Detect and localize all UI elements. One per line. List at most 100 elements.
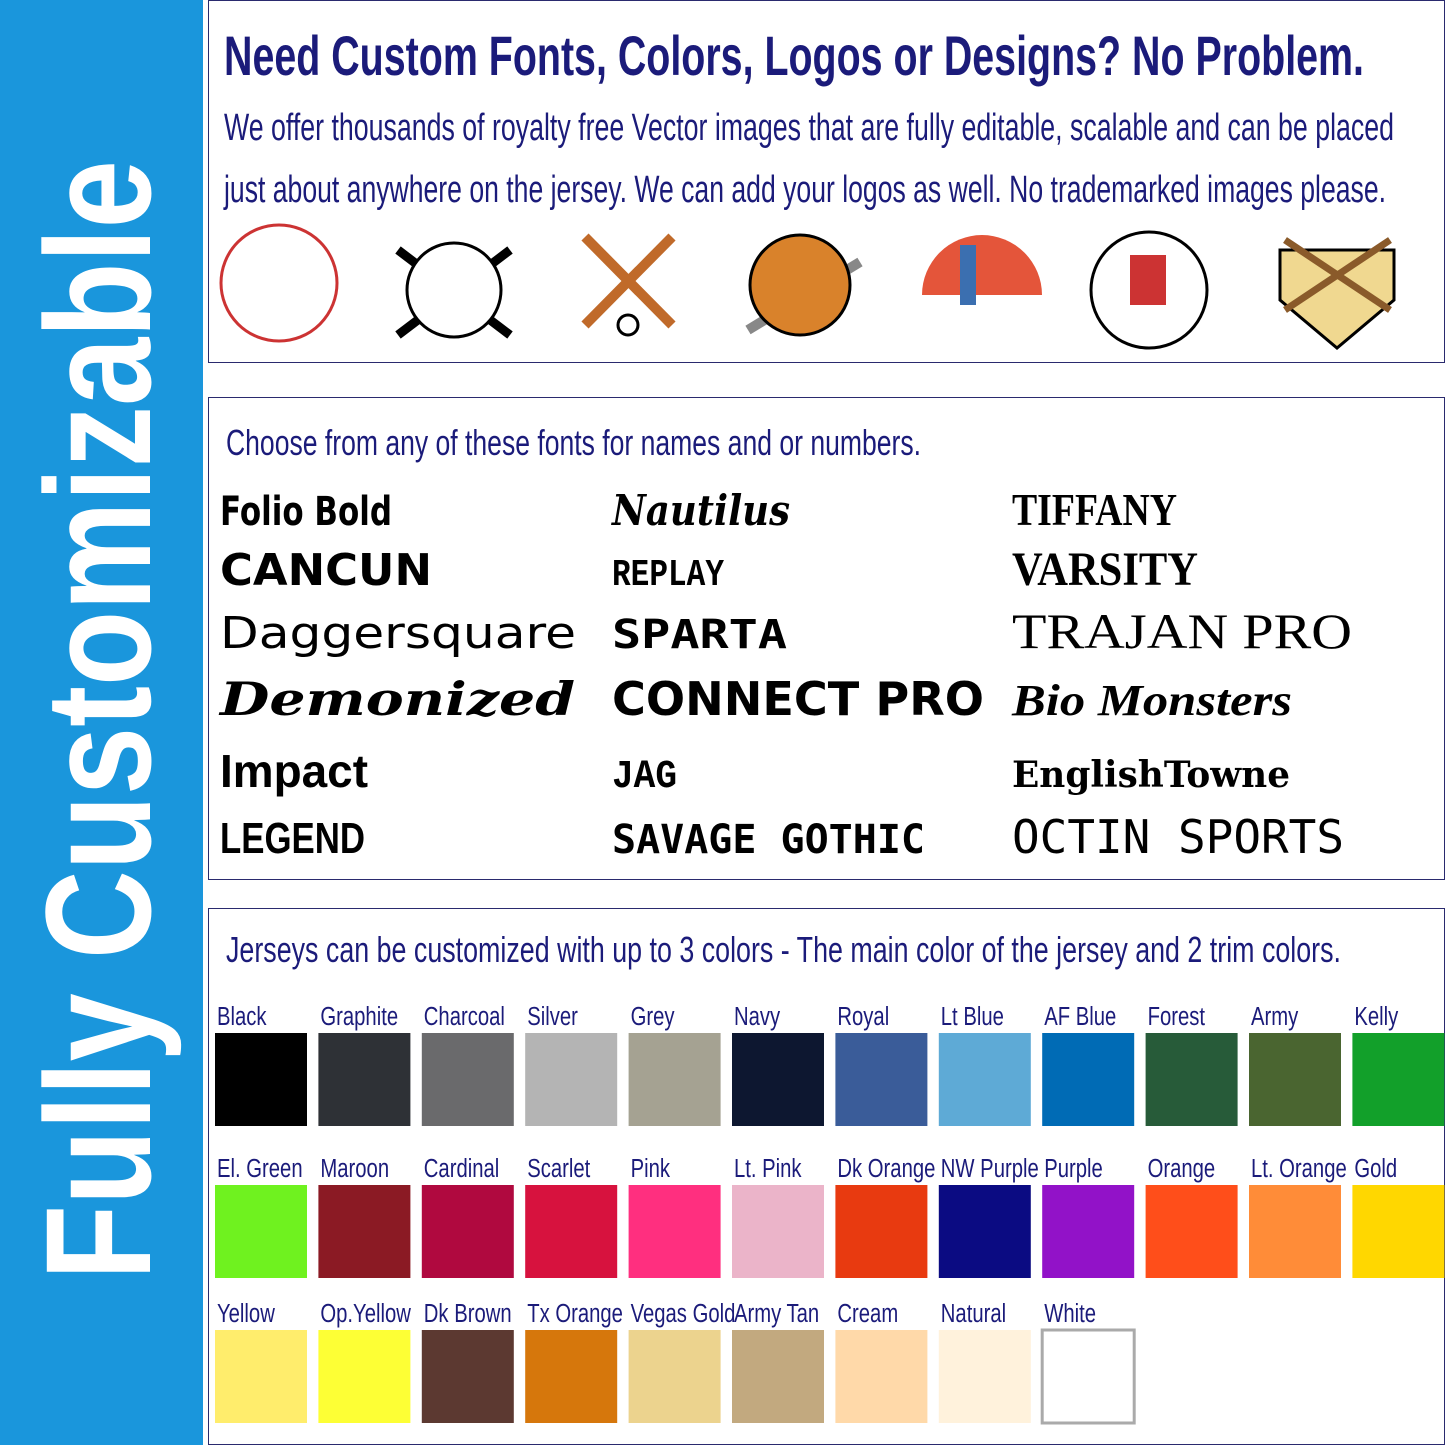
color-swatch (215, 1033, 307, 1126)
font-sample: LEGEND (220, 814, 365, 863)
color-name: Maroon (320, 1154, 389, 1183)
color-swatch (938, 1330, 1031, 1423)
font-sample: Daggersquare (220, 608, 576, 659)
color-swatch (1352, 1185, 1445, 1278)
color-name: Natural (941, 1299, 1006, 1328)
icon-bat (1283, 237, 1392, 313)
color-swatch (215, 1330, 307, 1423)
font-sample: Nautilus (610, 486, 790, 535)
color-name: Kelly (1354, 1002, 1398, 1031)
color-name: Dk Brown (424, 1299, 512, 1328)
color-swatch (525, 1033, 618, 1126)
color-name: Gold (1354, 1154, 1397, 1183)
font-sample: TIFFANY (1012, 484, 1177, 535)
color-name: White (1044, 1299, 1096, 1328)
color-name: Royal (837, 1002, 889, 1031)
font-sample: TRAJAN PRO (1012, 603, 1352, 659)
fonts-heading: Choose from any of these fonts for names… (226, 422, 921, 463)
color-name: Pink (631, 1154, 671, 1183)
font-sample: Bio Monsters (1011, 676, 1292, 725)
color-swatch (1042, 1033, 1135, 1126)
color-name: Lt. Pink (734, 1154, 802, 1183)
icon-baseball (219, 223, 339, 343)
color-swatch (835, 1185, 928, 1278)
color-swatch (732, 1185, 824, 1278)
color-name: Silver (527, 1002, 578, 1031)
icons (219, 223, 1396, 350)
color-swatch (215, 1185, 307, 1278)
colors-heading: Jerseys can be customized with up to 3 c… (226, 929, 1341, 970)
sidebar (0, 0, 203, 1445)
color-name: Navy (734, 1002, 780, 1031)
icon-baseball (405, 241, 503, 339)
icon-pitcher (1130, 255, 1166, 305)
color-name: El. Green (217, 1154, 303, 1183)
graphics-title: Need Custom Fonts, Colors, Logos or Desi… (224, 24, 1364, 87)
color-swatch (835, 1330, 928, 1423)
color-swatch (732, 1330, 824, 1423)
color-name: Army Tan (734, 1299, 819, 1328)
color-name: Purple (1044, 1154, 1103, 1183)
font-sample: SAVAGE GOTHIC (612, 817, 925, 863)
color-swatch (318, 1033, 411, 1126)
color-name: NW Purple (941, 1154, 1039, 1183)
color-name: Graphite (320, 1002, 398, 1031)
font-sample: SPARTA (612, 612, 787, 658)
sidebar-title: Fully Customizable (14, 160, 182, 1280)
color-name: Vegas Gold (631, 1299, 736, 1328)
color-name: Forest (1148, 1002, 1206, 1031)
color-swatch (421, 1033, 514, 1126)
color-swatch (938, 1185, 1031, 1278)
font-sample: Demonized (218, 672, 575, 726)
color-name: Yellow (217, 1299, 275, 1328)
font-sample: REPLAY (612, 554, 724, 597)
color-name: Cream (837, 1299, 898, 1328)
font-sample: CONNECT PRO (612, 672, 984, 726)
font-sample: Folio Bold (220, 489, 392, 535)
color-name: Lt Blue (941, 1002, 1004, 1031)
description-line: just about anywhere on the jersey. We ca… (223, 169, 1386, 211)
panel (208, 397, 1445, 880)
color-name: Dk Orange (837, 1154, 935, 1183)
color-swatch (318, 1185, 411, 1278)
description-line: We offer thousands of royalty free Vecto… (224, 107, 1394, 149)
color-swatch (628, 1185, 721, 1278)
color-name: Scarlet (527, 1154, 591, 1183)
color-name: Army (1251, 1002, 1299, 1031)
color-swatch (732, 1033, 824, 1126)
icon-sunset (922, 235, 1042, 295)
color-swatch (525, 1185, 618, 1278)
color-name: Cardinal (424, 1154, 499, 1183)
font-sample: EnglishTowne (1012, 754, 1290, 796)
color-swatch (318, 1330, 411, 1423)
color-swatch (835, 1033, 928, 1126)
color-name: Grey (631, 1002, 675, 1031)
color-swatch (1249, 1185, 1341, 1278)
icon-glove (748, 233, 852, 337)
color-swatch (1145, 1033, 1238, 1126)
color-swatch (1040, 1328, 1136, 1425)
color-swatch (628, 1033, 721, 1126)
font-sample: Impact (220, 745, 368, 797)
color-swatch (421, 1330, 514, 1423)
font-sample: VARSITY (1012, 543, 1198, 596)
color-name: Charcoal (424, 1002, 505, 1031)
icon-batter (960, 245, 976, 305)
icon-bat (581, 233, 676, 329)
color-swatch (1042, 1185, 1135, 1278)
color-swatch (1249, 1033, 1341, 1126)
panel (208, 908, 1445, 1445)
color-swatch (938, 1033, 1031, 1126)
color-swatch (1145, 1185, 1238, 1278)
color-name: Lt. Orange (1251, 1154, 1347, 1183)
color-swatch (421, 1185, 514, 1278)
font-sample: OCTIN SPORTS (1012, 810, 1344, 864)
color-name: AF Blue (1044, 1002, 1116, 1031)
color-swatch (525, 1330, 618, 1423)
color-swatch (1352, 1033, 1445, 1126)
icon-baseball (616, 313, 640, 337)
font-sample: CANCUN (220, 545, 432, 596)
color-name: Tx Orange (527, 1299, 623, 1328)
color-swatch (628, 1330, 721, 1423)
